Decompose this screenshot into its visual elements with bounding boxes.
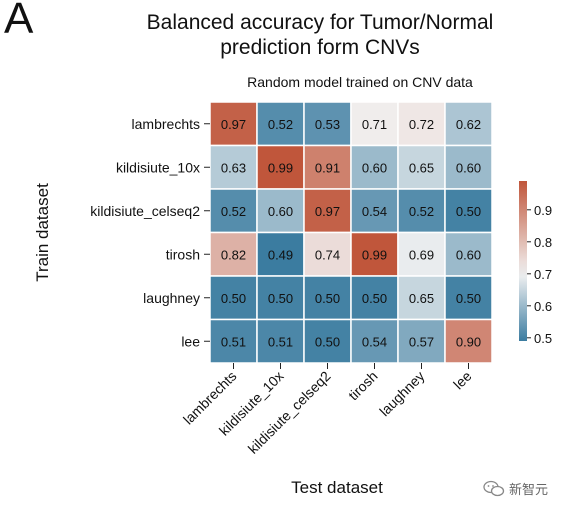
heatmap-cell-value: 0.50: [221, 291, 246, 306]
heatmap-cell-value: 0.50: [315, 334, 340, 349]
heatmap-cell-value: 0.97: [315, 204, 340, 219]
x-tick-label: laughney: [376, 368, 427, 419]
colorbar-tick-label: 0.5: [534, 331, 552, 346]
y-tick-labels: lambrechts kildisiute_10x kildisiute_celse…: [90, 116, 210, 349]
heatmap-cell-value: 0.65: [409, 291, 434, 306]
x-tick-label: kildisiute_celseq2: [245, 368, 334, 457]
y-tick-label: laughney: [143, 290, 200, 306]
y-tick-label: kildisiute_celseq2: [90, 203, 200, 219]
heatmap-cell-value: 0.72: [409, 117, 434, 132]
heatmap-cells: [209, 101, 493, 364]
colorbar-gradient: [519, 181, 527, 341]
colorbar: 0.5 0.6 0.7 0.8 0.9: [519, 181, 552, 346]
heatmap-cell-value: 0.52: [268, 117, 293, 132]
wechat-icon: [483, 480, 505, 496]
colorbar-tick-label: 0.6: [534, 299, 552, 314]
heatmap-cell-value: 0.51: [221, 334, 246, 349]
heatmap-cell-value: 0.53: [315, 117, 340, 132]
heatmap-cell-value: 0.50: [268, 291, 293, 306]
heatmap-cell-value: 0.50: [456, 291, 481, 306]
heatmap-cell: [256, 275, 305, 321]
heatmap-cell: [397, 318, 446, 364]
heatmap-cell-value: 0.50: [456, 204, 481, 219]
heatmap-cell-value: 0.74: [315, 247, 340, 262]
heatmap-cell: [397, 275, 446, 321]
heatmap-cell: [303, 188, 352, 234]
heatmap-cell: [303, 275, 352, 321]
heatmap-cell-value: 0.90: [456, 334, 481, 349]
heatmap-cell-labels: 0.97 0.52 0.53 0.71 0.72 0.62 0.63 0.99 0.91 0.60…: [221, 117, 481, 350]
heatmap-cell-value: 0.60: [456, 247, 481, 262]
x-tick-label: lee: [450, 368, 475, 393]
colorbar-tick-label: 0.7: [534, 267, 552, 282]
heatmap-cell-value: 0.71: [362, 117, 387, 132]
panel-label: A: [4, 0, 34, 43]
heatmap-cell: [397, 188, 446, 234]
chart-title: Balanced accuracy for Tumor/Normal predi…: [110, 10, 530, 60]
heatmap-cell: [256, 188, 305, 234]
heatmap-cell-value: 0.52: [221, 204, 246, 219]
y-tick-label: lee: [181, 333, 200, 349]
heatmap-cell-value: 0.50: [315, 291, 340, 306]
heatmap-cell-value: 0.49: [268, 247, 293, 262]
heatmap-cell: [256, 144, 305, 190]
heatmap-cell: [444, 318, 493, 364]
heatmap-cell-value: 0.60: [456, 160, 481, 175]
heatmap-cell-value: 0.51: [268, 334, 293, 349]
heatmap-cell-value: 0.99: [268, 160, 293, 175]
heatmap-cell: [444, 101, 493, 147]
heatmap-cell-value: 0.65: [409, 160, 434, 175]
chart-title-line-2: prediction form CNVs: [220, 36, 420, 59]
heatmap-cell-value: 0.60: [362, 160, 387, 175]
heatmap-cell-value: 0.54: [362, 204, 387, 219]
heatmap-cell: [303, 318, 352, 364]
watermark-text: 新智元: [509, 482, 549, 497]
heatmap-cell: [444, 188, 493, 234]
chart-subtitle: Random model trained on CNV data: [247, 74, 473, 90]
heatmap-cell-value: 0.54: [362, 334, 387, 349]
heatmap-cell: [256, 318, 305, 364]
y-axis-label: Train dataset: [33, 183, 52, 282]
heatmap-cell-value: 0.99: [362, 247, 387, 262]
heatmap-cell: [209, 144, 258, 190]
chart-title-line-1: Balanced accuracy for Tumor/Normal: [146, 11, 494, 34]
watermark: 新智元: [483, 479, 548, 498]
colorbar-tick-label: 0.8: [534, 235, 552, 250]
heatmap-cell-value: 0.57: [409, 334, 434, 349]
x-tick-labels: lambrechtskildisiute_10xkildisiute_celse…: [180, 363, 475, 457]
heatmap-cell: [209, 231, 258, 277]
heatmap-cell-value: 0.52: [409, 204, 434, 219]
heatmap-cell-value: 0.63: [221, 160, 246, 175]
y-tick-label: tirosh: [166, 246, 200, 262]
y-tick-label: lambrechts: [132, 116, 200, 132]
heatmap-cell-value: 0.62: [456, 117, 481, 132]
colorbar-tick-label: 0.9: [534, 203, 552, 218]
heatmap-cell-value: 0.91: [315, 160, 340, 175]
heatmap-cell: [209, 275, 258, 321]
heatmap-cell-value: 0.60: [268, 204, 293, 219]
x-tick-label: tirosh: [345, 368, 381, 404]
heatmap-cell-value: 0.69: [409, 247, 434, 262]
x-axis-label: Test dataset: [291, 478, 383, 497]
heatmap-cell-value: 0.97: [221, 117, 246, 132]
heatmap-cell: [397, 144, 446, 190]
y-tick-label: kildisiute_10x: [116, 159, 200, 175]
heatmap-cell: [397, 231, 446, 277]
heatmap-cell: [256, 231, 305, 277]
heatmap-cell-value: 0.50: [362, 291, 387, 306]
heatmap-cell-value: 0.82: [221, 247, 246, 262]
